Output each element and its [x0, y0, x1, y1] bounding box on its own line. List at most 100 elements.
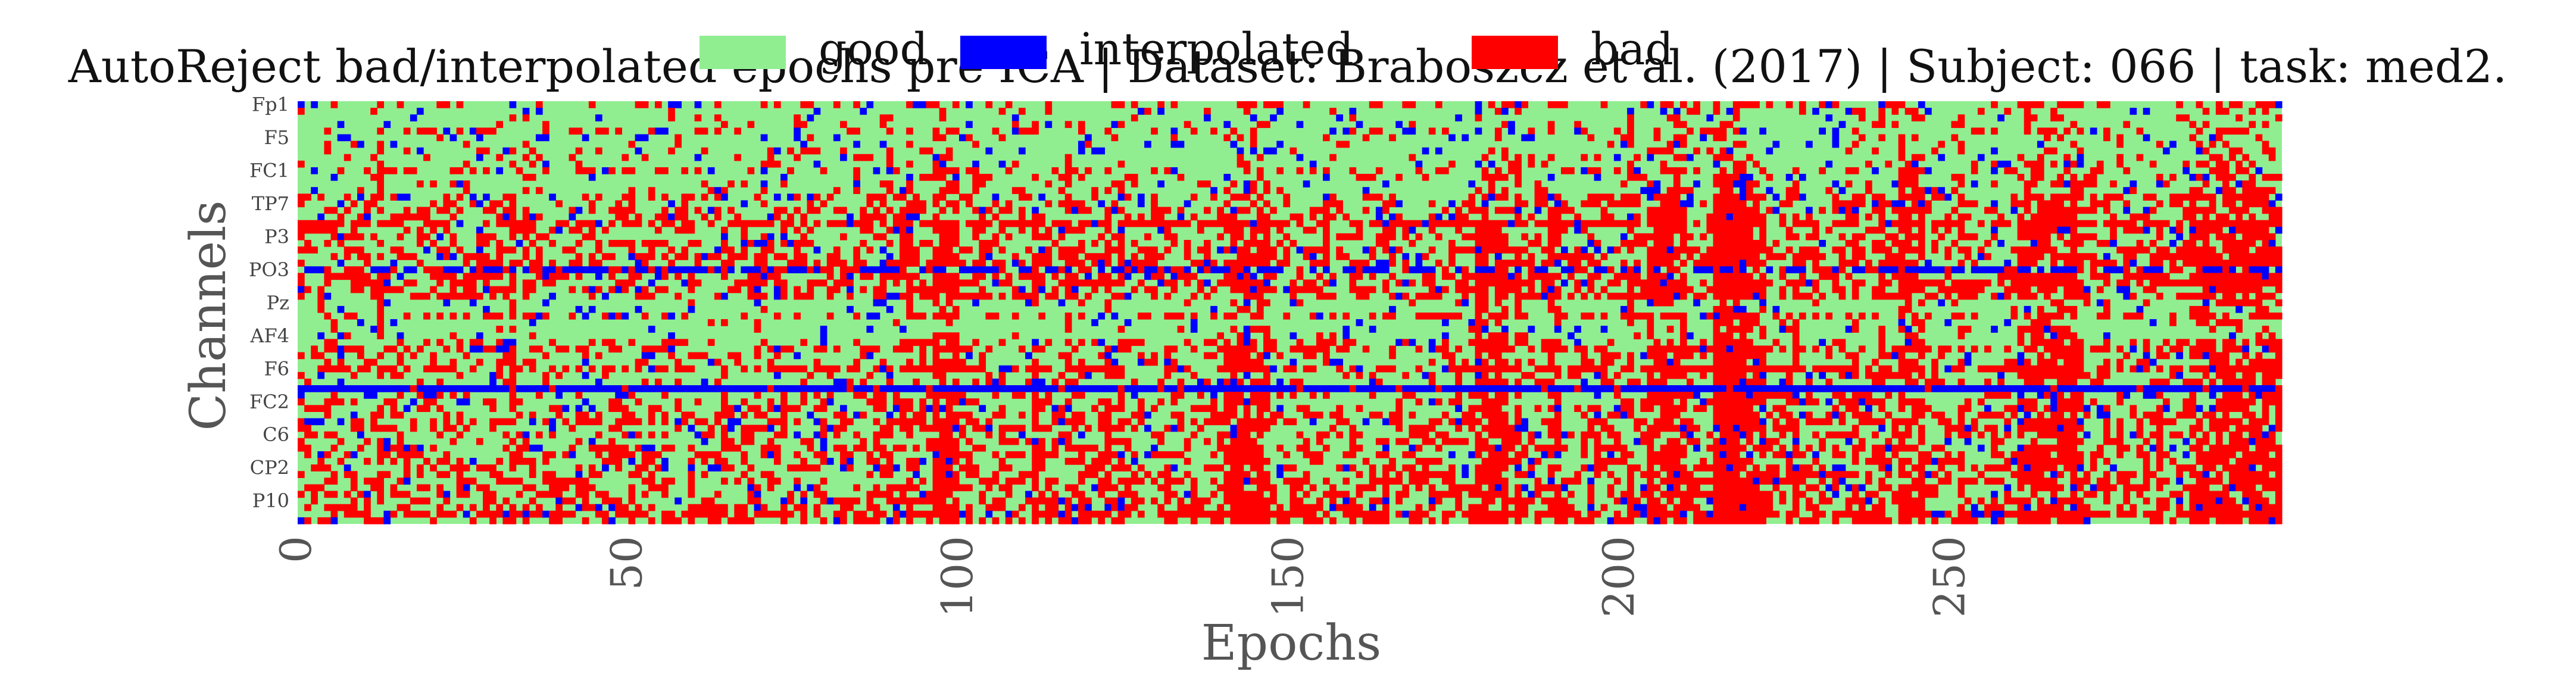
heatmap-cell: [1594, 292, 1601, 300]
heatmap-cell: [2057, 371, 2064, 379]
heatmap-cell: [1660, 260, 1668, 267]
heatmap-cell: [1342, 127, 1350, 135]
heatmap-cell: [932, 365, 940, 373]
heatmap-cell: [1653, 220, 1661, 227]
heatmap-cell: [1064, 279, 1072, 287]
heatmap-cell: [2017, 339, 2025, 346]
heatmap-cell: [2037, 319, 2044, 326]
heatmap-cell: [1011, 332, 1019, 339]
heatmap-cell: [1957, 292, 1965, 300]
heatmap-cell: [298, 220, 305, 227]
heatmap-cell: [1798, 193, 1806, 201]
heatmap-cell: [1018, 187, 1026, 194]
heatmap-cell: [1237, 279, 1244, 287]
heatmap-cell: [1309, 365, 1317, 373]
heatmap-cell: [2196, 345, 2203, 353]
heatmap-cell: [1554, 226, 1562, 234]
heatmap-cell: [1666, 299, 1674, 307]
heatmap-cell: [1078, 147, 1085, 155]
heatmap-cell: [1256, 207, 1264, 214]
heatmap-cell: [2083, 233, 2091, 241]
heatmap-cell: [509, 299, 517, 307]
heatmap-cell: [1415, 345, 1423, 353]
heatmap-cell: [324, 279, 332, 287]
heatmap-cell: [1032, 207, 1039, 214]
heatmap-cell: [860, 220, 867, 227]
heatmap-cell: [906, 200, 913, 208]
heatmap-cell: [1164, 233, 1172, 241]
heatmap-cell: [873, 292, 880, 300]
heatmap-cell: [529, 266, 536, 274]
heatmap-cell: [1687, 187, 1694, 194]
heatmap-cell: [833, 134, 841, 142]
heatmap-cell: [1872, 286, 1879, 294]
heatmap-cell: [1541, 187, 1548, 194]
heatmap-cell: [2189, 273, 2197, 280]
heatmap-cell: [2057, 332, 2064, 339]
heatmap-cell: [1739, 187, 1747, 194]
heatmap-cell: [2156, 260, 2163, 267]
heatmap-cell: [522, 154, 530, 161]
heatmap-cell: [1243, 180, 1251, 188]
heatmap-cell: [853, 266, 860, 274]
heatmap-cell: [2255, 266, 2263, 274]
heatmap-cell: [1117, 339, 1125, 346]
heatmap-cell: [1104, 187, 1112, 194]
heatmap-cell: [1085, 207, 1092, 214]
heatmap-cell: [1230, 239, 1238, 247]
heatmap-cell: [1732, 141, 1740, 148]
heatmap-cell: [2057, 313, 2064, 320]
heatmap-cell: [972, 378, 979, 386]
heatmap-cell: [549, 193, 556, 201]
heatmap-cell: [1468, 246, 1476, 254]
heatmap-cell: [979, 266, 986, 274]
heatmap-cell: [1422, 147, 1429, 155]
heatmap-cell: [1587, 233, 1595, 241]
heatmap-cell: [1581, 365, 1588, 373]
heatmap-cell: [873, 167, 880, 174]
heatmap-cell: [430, 365, 437, 373]
heatmap-cell: [1812, 279, 1819, 287]
heatmap-cell: [1666, 286, 1674, 294]
heatmap-cell: [1647, 292, 1654, 300]
heatmap-cell: [1806, 233, 1813, 241]
heatmap-cell: [364, 358, 371, 366]
heatmap-cell: [1666, 365, 1674, 373]
heatmap-cell: [998, 260, 1006, 267]
heatmap-cell: [952, 174, 960, 181]
heatmap-cell: [449, 239, 457, 247]
heatmap-cell: [383, 279, 391, 287]
heatmap-cell: [2110, 260, 2117, 267]
heatmap-cell: [826, 371, 834, 379]
heatmap-cell: [1891, 207, 1899, 214]
heatmap-cell: [794, 266, 801, 274]
heatmap-cell: [879, 260, 887, 267]
heatmap-cell: [2196, 233, 2203, 241]
heatmap-cell: [1951, 365, 1959, 373]
heatmap-cell: [529, 313, 536, 320]
heatmap-cell: [1964, 358, 1972, 366]
heatmap-cell: [1508, 273, 1515, 280]
heatmap-cell: [1713, 332, 1721, 339]
heatmap-cell: [2110, 213, 2117, 221]
heatmap-cell: [2063, 167, 2071, 174]
heatmap-cell: [2215, 319, 2223, 326]
heatmap-cell: [668, 266, 675, 274]
heatmap-cell: [681, 220, 689, 227]
heatmap-cell: [2130, 246, 2137, 254]
heatmap-cell: [2163, 273, 2170, 280]
heatmap-cell: [1918, 187, 1925, 194]
heatmap-cell: [939, 167, 947, 174]
heatmap-cell: [1693, 260, 1700, 267]
heatmap-cell: [1904, 108, 1912, 115]
heatmap-cell: [496, 154, 504, 161]
heatmap-cell: [1653, 299, 1661, 307]
heatmap-cell: [1223, 134, 1231, 142]
heatmap-cell: [1845, 352, 1853, 360]
heatmap-cell: [1494, 134, 1502, 142]
heatmap-cell: [1806, 213, 1813, 221]
heatmap-cell: [311, 226, 318, 234]
heatmap-cell: [2070, 220, 2078, 227]
heatmap-cell: [1323, 260, 1330, 267]
heatmap-cell: [992, 260, 1000, 267]
